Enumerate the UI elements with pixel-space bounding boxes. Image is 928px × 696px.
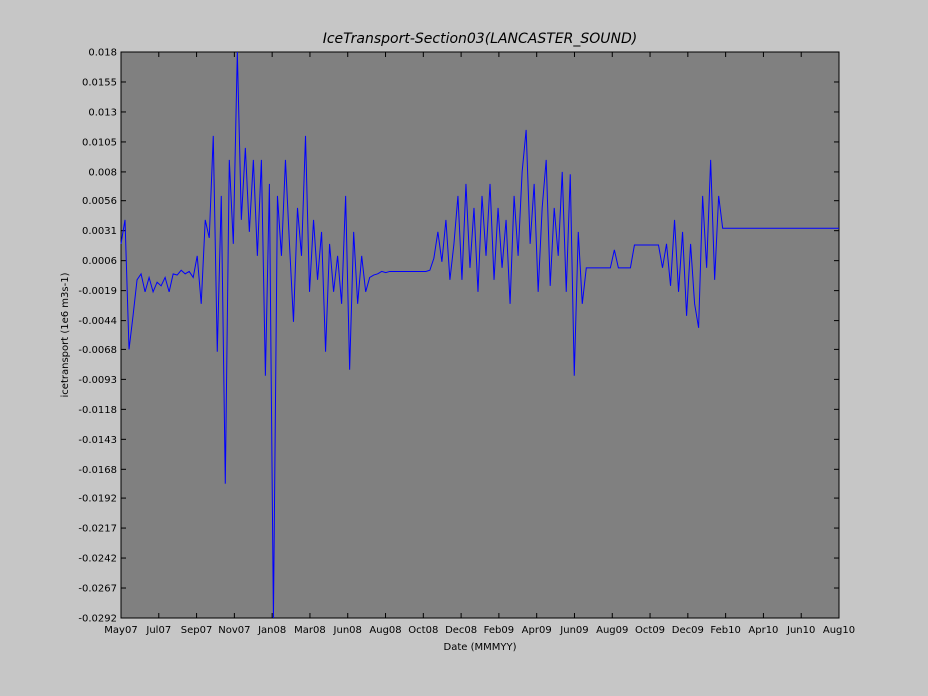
x-tick-label: Aug10 <box>823 625 855 636</box>
x-tick-label: Dec08 <box>445 625 477 636</box>
x-tick-label: Jun08 <box>333 625 362 636</box>
x-axis-label: Date (MMMYY) <box>444 642 517 653</box>
y-tick-label: -0.0168 <box>78 465 117 476</box>
x-tick-label: Jul07 <box>145 625 171 636</box>
y-tick-label: -0.0143 <box>78 435 117 446</box>
x-tick-label: Jun09 <box>559 625 588 636</box>
y-tick-label: 0.0031 <box>82 226 117 237</box>
x-tick-label: Aug08 <box>369 625 401 636</box>
x-tick-label: Jun10 <box>786 625 815 636</box>
x-tick-label: Feb09 <box>484 625 514 636</box>
y-tick-label: 0.0105 <box>82 137 117 148</box>
chart-title: IceTransport-Section03(LANCASTER_SOUND) <box>323 31 638 47</box>
x-tick-label: Jan08 <box>257 625 286 636</box>
y-tick-label: -0.0093 <box>78 375 117 386</box>
y-tick-label: -0.0192 <box>78 494 117 505</box>
y-tick-label: 0.0006 <box>82 256 117 267</box>
y-tick-label: -0.0217 <box>78 524 117 535</box>
x-tick-label: Mar08 <box>294 625 326 636</box>
y-tick-label: 0.0056 <box>82 196 117 207</box>
y-tick-label: -0.0242 <box>78 554 117 565</box>
y-tick-label: -0.0068 <box>78 345 117 356</box>
x-tick-label: Feb10 <box>710 625 740 636</box>
x-tick-label: Dec09 <box>672 625 704 636</box>
y-tick-label: 0.008 <box>88 167 117 178</box>
y-tick-label: 0.013 <box>88 107 117 118</box>
x-tick-label: Apr10 <box>748 625 778 636</box>
plot-area <box>120 51 840 619</box>
y-tick-label: 0.018 <box>88 48 117 59</box>
x-tick-label: Oct09 <box>635 625 665 636</box>
y-tick-label: -0.0019 <box>78 286 117 297</box>
y-tick-label: -0.0118 <box>78 405 117 416</box>
y-axis-label: icetransport (1e6 m3s-1) <box>60 272 71 397</box>
x-tick-label: Sep07 <box>181 625 213 636</box>
y-tick-label: -0.0292 <box>78 614 117 625</box>
x-tick-label: Oct08 <box>408 625 438 636</box>
x-tick-label: May07 <box>104 625 137 636</box>
y-tick-label: -0.0267 <box>78 584 117 595</box>
y-tick-label: -0.0044 <box>78 316 117 327</box>
x-tick-label: Nov07 <box>218 625 250 636</box>
y-tick-label: 0.0155 <box>82 77 117 88</box>
data-line <box>120 51 839 619</box>
x-tick-label: Aug09 <box>596 625 628 636</box>
x-tick-label: Apr09 <box>522 625 552 636</box>
